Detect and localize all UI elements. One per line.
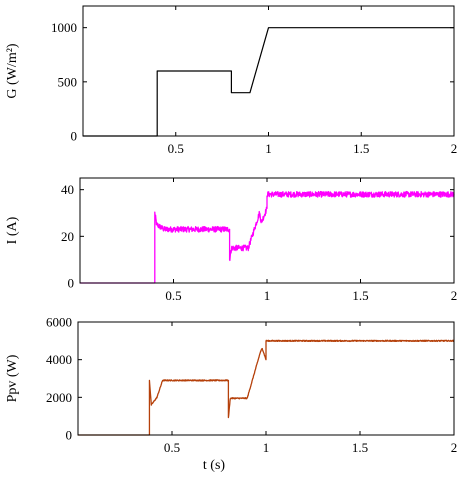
irradiance-xtick-label: 0.5 <box>168 141 184 156</box>
irradiance-ytick-label: 1000 <box>51 20 77 35</box>
irradiance-panel: 0.5 1 1.5 2 0 500 1000 G (W/m²) <box>5 5 458 156</box>
power-ytick-label: 6000 <box>46 315 72 330</box>
current-xtick-label: 0.5 <box>165 288 181 303</box>
power-series-line-0 <box>77 339 455 436</box>
irradiance-ytick-label: 500 <box>58 74 78 89</box>
current-xtick-label: 1.5 <box>352 288 368 303</box>
power-xlabel: t (s) <box>203 458 226 473</box>
current-ytick-label: 20 <box>61 229 74 244</box>
power-ytick-label: 2000 <box>46 390 72 405</box>
irradiance-series-line-0 <box>83 27 454 137</box>
power-xtick-label: 1 <box>263 440 270 455</box>
irradiance-xtick-label: 1 <box>265 141 272 156</box>
current-ytick-label: 0 <box>68 276 75 291</box>
current-series-line-0 <box>79 190 455 284</box>
power-ytick-label: 0 <box>66 428 73 443</box>
current-ylabel: I (A) <box>5 216 20 244</box>
power-xtick-label: 2 <box>451 440 458 455</box>
irradiance-xtick-label: 1.5 <box>353 141 369 156</box>
irradiance-ylabel: G (W/m²) <box>5 43 20 98</box>
current-xtick-label: 1 <box>264 288 271 303</box>
irradiance-ytick-label: 0 <box>71 129 78 144</box>
power-panel: 0.5 1 1.5 2 0 2000 4000 6000 Ppv (W) t (s) <box>5 315 457 474</box>
power-xtick-label: 1.5 <box>352 440 368 455</box>
current-xtick-label: 2 <box>451 288 458 303</box>
irradiance-xtick-label: 2 <box>451 141 458 156</box>
power-xtick-label: 0.5 <box>164 440 180 455</box>
current-ytick-label: 40 <box>61 182 74 197</box>
power-ylabel: Ppv (W) <box>5 354 20 402</box>
power-ytick-label: 4000 <box>46 352 72 367</box>
power-axes-frame <box>77 321 455 436</box>
irradiance-axes-frame <box>82 5 455 137</box>
